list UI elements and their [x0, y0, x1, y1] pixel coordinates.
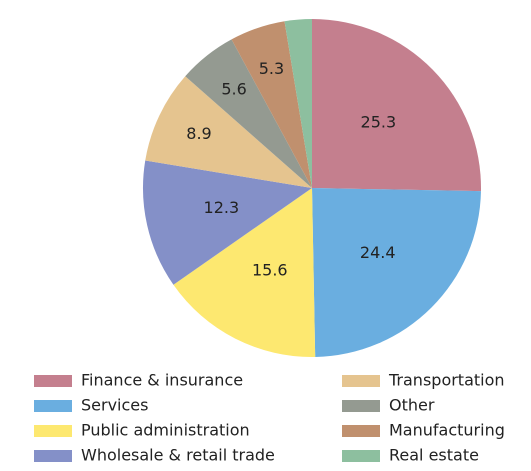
data-label: 24.4 [360, 243, 396, 262]
legend-label: Wholesale & retail trade [81, 446, 275, 465]
legend-label: Real estate [389, 446, 479, 465]
legend-swatch [342, 375, 380, 387]
data-label: 5.6 [221, 80, 246, 99]
pie-slice [142, 160, 312, 285]
pie-slice [231, 21, 312, 188]
legend-swatch [342, 425, 380, 437]
pie-slice [312, 188, 481, 357]
pie-slice [312, 19, 482, 192]
legend-label: Finance & insurance [81, 371, 243, 390]
legend-swatch [34, 450, 72, 462]
legend-label: Other [389, 396, 435, 415]
legend-swatch [34, 425, 72, 437]
data-label: 15.6 [252, 260, 288, 279]
legend-label: Transportation [388, 371, 505, 390]
data-label: 25.3 [361, 112, 397, 131]
legend-label: Services [81, 396, 148, 415]
data-label: 8.9 [186, 124, 211, 143]
pie-slice [173, 188, 316, 357]
legend-swatch [34, 375, 72, 387]
pie-slice [284, 19, 312, 188]
legend-label: Public administration [81, 421, 250, 440]
data-label: 12.3 [204, 198, 240, 217]
data-label: 5.3 [259, 59, 284, 78]
pie-slice [145, 76, 312, 188]
legend-label: Manufacturing [389, 421, 505, 440]
legend-swatch [342, 400, 380, 412]
legend-swatch [34, 400, 72, 412]
pie-slice [185, 39, 312, 189]
legend-swatch [342, 450, 380, 462]
